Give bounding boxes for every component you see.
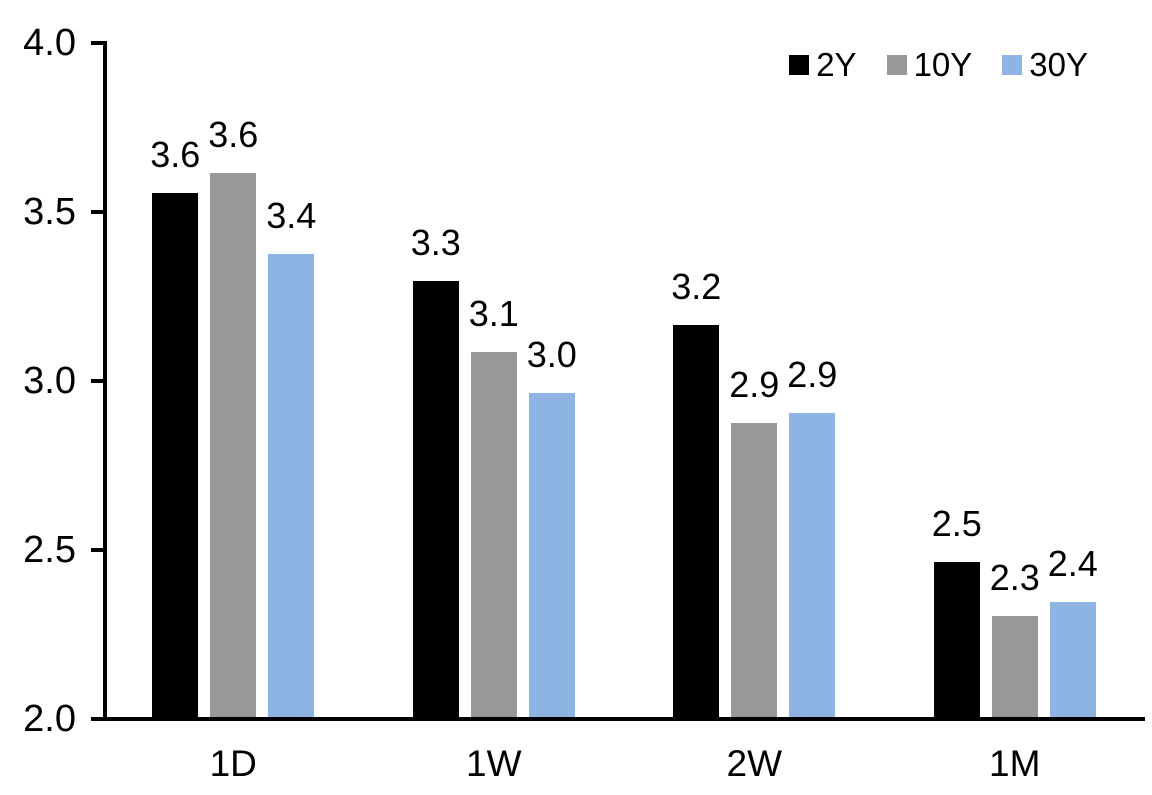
legend-item-10y: 10Y [886, 46, 973, 84]
bar-value-label-30y-1w: 3.0 [526, 333, 577, 375]
bar-value-label-30y-1m: 2.4 [1047, 543, 1098, 585]
x-category-label-1w: 1W [466, 743, 522, 784]
bar-value-label-2y-1w: 3.3 [410, 221, 461, 263]
bar-30y-1m [1049, 602, 1096, 717]
y-tick [91, 41, 103, 45]
bar-value-label-10y-1w: 3.1 [468, 292, 519, 334]
bar-30y-1w [528, 392, 575, 717]
legend-label-10y: 10Y [913, 46, 973, 83]
bar-2y-1d [152, 193, 199, 717]
legend-label-2y: 2Y [816, 46, 857, 83]
y-tick-label: 2.5 [23, 529, 76, 571]
bar-value-label-2y-1d: 3.6 [150, 134, 201, 176]
bar-value-label-10y-2w: 2.9 [729, 363, 780, 405]
legend-item-30y: 30Y [1002, 46, 1088, 84]
bar-value-label-2y-1m: 2.5 [931, 502, 982, 544]
y-tick-label: 3.0 [23, 360, 76, 402]
y-tick [91, 210, 103, 214]
y-tick-label: 2.0 [23, 698, 76, 740]
bar-2y-1m [933, 561, 980, 717]
y-tick [91, 548, 103, 552]
legend: 2Y 10Y 30Y [789, 46, 1088, 84]
bar-2y-1w [412, 280, 459, 717]
bar-10y-2w [731, 422, 778, 717]
y-tick-label: 4.0 [23, 22, 76, 64]
legend-label-30y: 30Y [1029, 46, 1088, 83]
x-category-label-1m: 1M [989, 743, 1041, 784]
bar-value-label-10y-1d: 3.6 [208, 113, 259, 155]
bar-30y-2w [789, 412, 836, 717]
bar-2y-2w [673, 324, 720, 717]
bar-value-label-30y-2w: 2.9 [787, 353, 838, 395]
legend-swatch-30y [1002, 55, 1023, 75]
bar-10y-1d [210, 172, 257, 717]
legend-swatch-10y [886, 55, 907, 75]
y-tick [91, 379, 103, 383]
bar-value-label-2y-2w: 3.2 [671, 265, 722, 307]
bar-value-label-10y-1m: 2.3 [989, 556, 1040, 598]
bar-10y-1m [991, 615, 1038, 717]
legend-swatch-2y [789, 55, 810, 75]
plot-area [103, 41, 1145, 721]
y-tick [91, 717, 103, 721]
x-category-label-1d: 1D [209, 743, 257, 784]
bar-value-label-30y-1d: 3.4 [266, 194, 317, 236]
legend-item-2y: 2Y [789, 46, 857, 84]
bar-30y-1d [268, 253, 315, 717]
bar-10y-1w [470, 351, 517, 717]
x-category-label-2w: 2W [726, 743, 783, 784]
y-tick-label: 3.5 [23, 191, 76, 233]
